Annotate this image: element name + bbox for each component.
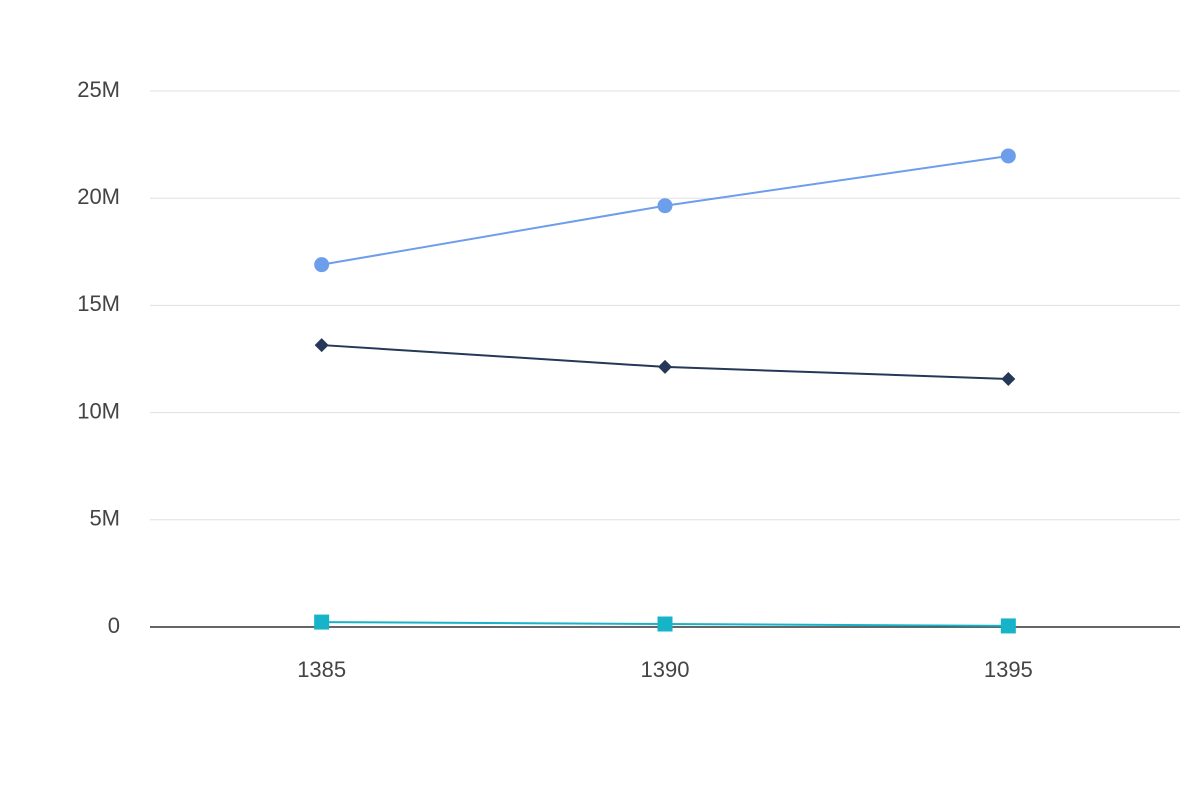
y-tick-label: 5M	[89, 506, 120, 531]
marker	[1000, 148, 1016, 164]
y-tick-label: 10M	[77, 398, 120, 423]
marker	[657, 616, 673, 632]
marker	[314, 257, 330, 273]
marker	[1000, 618, 1016, 634]
x-tick-label: 1385	[297, 657, 346, 682]
y-tick-label: 0	[108, 613, 120, 638]
marker	[1001, 371, 1016, 386]
x-tick-label: 1395	[984, 657, 1033, 682]
marker	[314, 614, 330, 630]
x-tick-label: 1390	[641, 657, 690, 682]
y-tick-label: 15M	[77, 291, 120, 316]
marker	[657, 198, 673, 214]
y-tick-label: 20M	[77, 184, 120, 209]
y-tick-label: 25M	[77, 77, 120, 102]
marker	[314, 338, 329, 353]
marker	[658, 359, 672, 374]
